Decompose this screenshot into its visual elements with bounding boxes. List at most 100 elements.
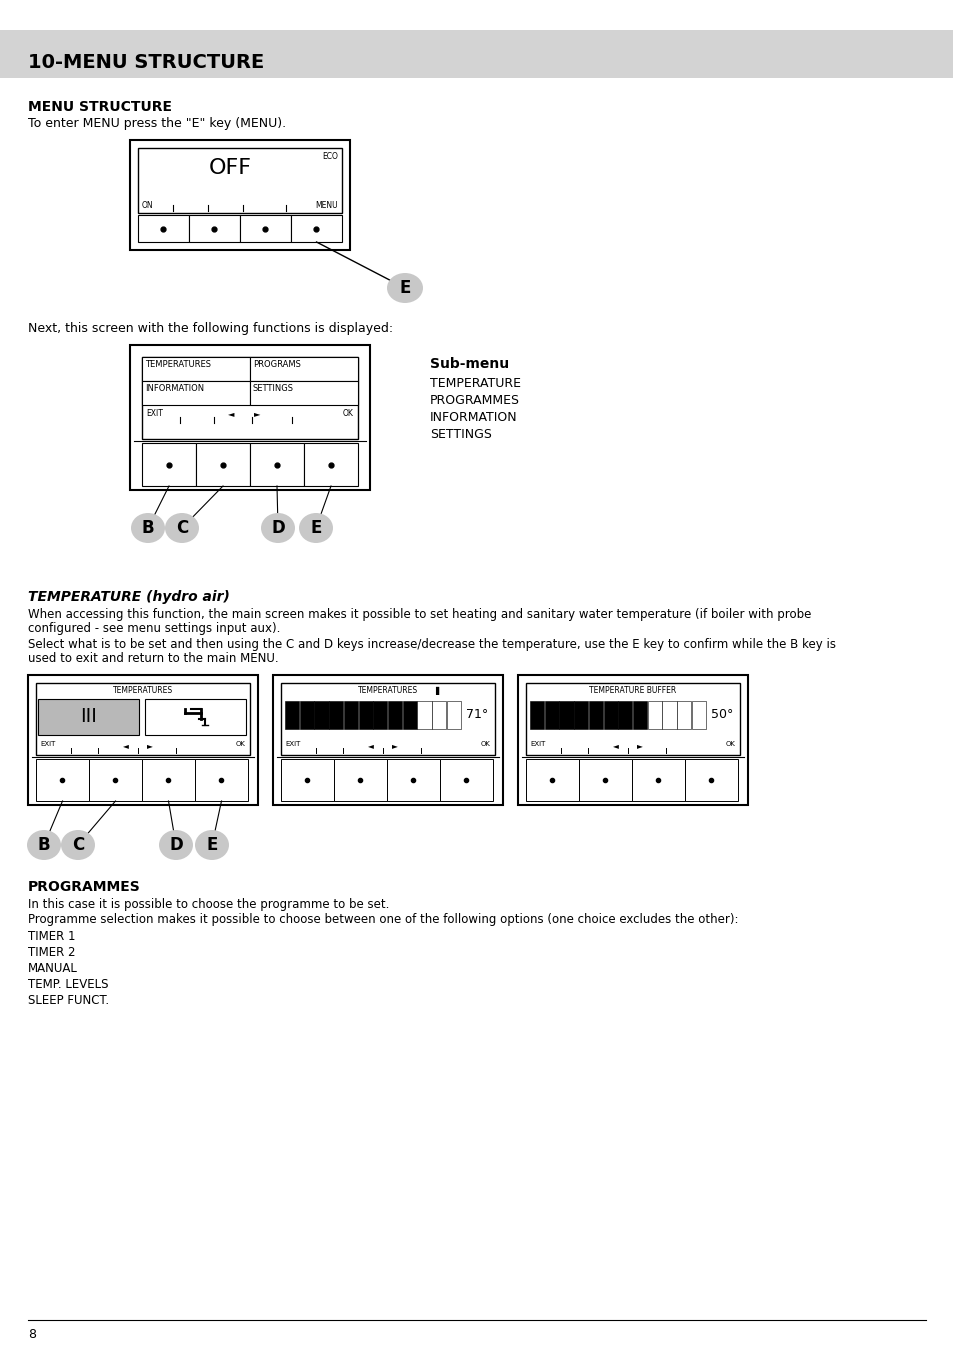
Text: PROGRAMS: PROGRAMS bbox=[253, 360, 300, 370]
Bar bbox=[142, 760, 194, 802]
Bar bbox=[142, 443, 195, 486]
Text: In this case it is possible to choose the programme to be set.: In this case it is possible to choose th… bbox=[28, 898, 389, 911]
Bar bbox=[387, 760, 439, 802]
Bar bbox=[603, 701, 618, 728]
Bar bbox=[343, 701, 357, 728]
Bar bbox=[684, 760, 738, 802]
Bar bbox=[145, 699, 246, 735]
Bar bbox=[446, 701, 460, 728]
Bar bbox=[189, 215, 240, 242]
Bar bbox=[329, 701, 343, 728]
Bar bbox=[273, 676, 502, 806]
Text: EXIT: EXIT bbox=[40, 741, 55, 747]
Text: configured - see menu settings input aux).: configured - see menu settings input aux… bbox=[28, 621, 280, 635]
Text: TEMPERATURES: TEMPERATURES bbox=[357, 686, 417, 695]
Bar bbox=[291, 215, 341, 242]
Bar bbox=[661, 701, 676, 728]
Text: ◄: ◄ bbox=[228, 409, 234, 418]
Text: D: D bbox=[169, 835, 183, 854]
Bar bbox=[195, 443, 250, 486]
Text: INFORMATION: INFORMATION bbox=[430, 412, 517, 424]
Text: TIMER 2: TIMER 2 bbox=[28, 946, 75, 959]
Text: MENU STRUCTURE: MENU STRUCTURE bbox=[28, 100, 172, 114]
Text: E: E bbox=[399, 279, 410, 297]
Text: ON: ON bbox=[142, 200, 153, 210]
Text: TEMPERATURE: TEMPERATURE bbox=[430, 376, 520, 390]
Ellipse shape bbox=[131, 513, 165, 543]
Text: 50°: 50° bbox=[710, 708, 732, 722]
Bar bbox=[544, 701, 558, 728]
Ellipse shape bbox=[194, 830, 229, 860]
Bar bbox=[142, 357, 357, 439]
Text: SETTINGS: SETTINGS bbox=[430, 428, 492, 441]
Text: E: E bbox=[206, 835, 217, 854]
Bar bbox=[439, 760, 493, 802]
Text: SETTINGS: SETTINGS bbox=[253, 385, 294, 393]
Bar bbox=[691, 701, 705, 728]
Bar bbox=[138, 148, 341, 213]
Bar bbox=[588, 701, 602, 728]
Bar bbox=[314, 701, 328, 728]
Text: ◄: ◄ bbox=[368, 741, 374, 750]
Bar bbox=[432, 701, 446, 728]
Ellipse shape bbox=[298, 513, 333, 543]
Bar bbox=[89, 760, 142, 802]
Bar bbox=[417, 701, 431, 728]
Bar bbox=[250, 380, 357, 405]
Text: ►: ► bbox=[253, 409, 260, 418]
Text: To enter MENU press the "E" key (MENU).: To enter MENU press the "E" key (MENU). bbox=[28, 116, 286, 130]
Text: ►: ► bbox=[637, 741, 642, 750]
Bar bbox=[677, 701, 691, 728]
Text: C: C bbox=[71, 835, 84, 854]
Bar bbox=[618, 701, 632, 728]
Ellipse shape bbox=[159, 830, 193, 860]
Ellipse shape bbox=[261, 513, 294, 543]
Text: OK: OK bbox=[343, 409, 354, 418]
Bar bbox=[130, 345, 370, 490]
Text: TIMER 1: TIMER 1 bbox=[28, 930, 75, 942]
Text: ECO: ECO bbox=[322, 152, 337, 161]
Text: Sub-menu: Sub-menu bbox=[430, 357, 509, 371]
Text: INFORMATION: INFORMATION bbox=[145, 385, 204, 393]
Bar bbox=[373, 701, 387, 728]
Bar bbox=[142, 357, 250, 380]
Bar bbox=[388, 701, 402, 728]
Bar bbox=[285, 701, 299, 728]
Text: Programme selection makes it possible to choose between one of the following opt: Programme selection makes it possible to… bbox=[28, 913, 738, 926]
Text: OFF: OFF bbox=[209, 158, 252, 177]
Bar bbox=[304, 443, 357, 486]
Text: 71°: 71° bbox=[465, 708, 487, 722]
Bar bbox=[402, 701, 416, 728]
Bar bbox=[574, 701, 588, 728]
Text: TEMP. LEVELS: TEMP. LEVELS bbox=[28, 978, 109, 991]
Text: PROGRAMMES: PROGRAMMES bbox=[430, 394, 519, 408]
Bar bbox=[38, 699, 139, 735]
Bar bbox=[530, 701, 543, 728]
Bar bbox=[281, 760, 334, 802]
Bar bbox=[130, 139, 350, 250]
Bar bbox=[631, 760, 684, 802]
Text: PROGRAMMES: PROGRAMMES bbox=[28, 880, 141, 894]
Text: B: B bbox=[38, 835, 51, 854]
Ellipse shape bbox=[165, 513, 199, 543]
Ellipse shape bbox=[61, 830, 95, 860]
Text: OK: OK bbox=[725, 741, 735, 747]
Text: 8: 8 bbox=[28, 1328, 36, 1340]
Bar bbox=[334, 760, 387, 802]
Bar bbox=[36, 682, 250, 756]
Bar bbox=[194, 760, 248, 802]
Bar bbox=[250, 443, 304, 486]
Text: used to exit and return to the main MENU.: used to exit and return to the main MENU… bbox=[28, 653, 278, 665]
Text: ◄: ◄ bbox=[123, 741, 129, 750]
Text: D: D bbox=[271, 519, 285, 538]
Bar bbox=[358, 701, 373, 728]
Text: B: B bbox=[142, 519, 154, 538]
Bar bbox=[633, 701, 646, 728]
Bar bbox=[517, 676, 747, 806]
Text: Next, this screen with the following functions is displayed:: Next, this screen with the following fun… bbox=[28, 322, 393, 334]
Text: Select what is to be set and then using the C and D keys increase/decrease the t: Select what is to be set and then using … bbox=[28, 638, 835, 651]
Bar bbox=[525, 760, 578, 802]
Bar bbox=[578, 760, 631, 802]
Bar bbox=[250, 357, 357, 380]
Bar bbox=[281, 682, 495, 756]
